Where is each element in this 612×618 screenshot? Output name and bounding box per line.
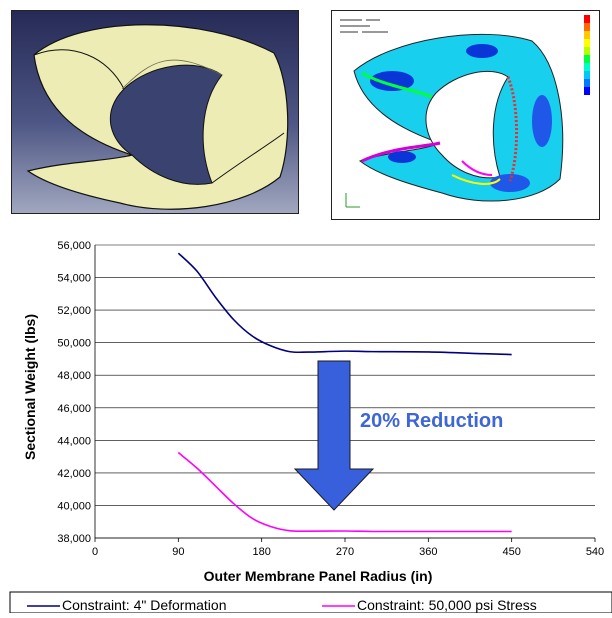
series-line-stress <box>177 451 512 533</box>
x-tick-label: 540 <box>586 546 604 558</box>
sectional-weight-chart: 38,000 40,000 42,000 44,000 46,000 48,000 50,0… <box>0 232 612 614</box>
fea-color-legend-icon <box>584 15 590 95</box>
y-tick-label: 56,000 <box>57 240 91 252</box>
fea-stress-contour-image <box>331 10 600 220</box>
x-tick-label: 450 <box>502 546 520 558</box>
x-tick-label: 360 <box>419 546 437 558</box>
y-axis-label: Sectional Weight (lbs) <box>22 314 38 460</box>
legend-label-deformation: Constraint: 4" Deformation <box>62 597 227 613</box>
legend-label-stress: Constraint: 50,000 psi Stress <box>357 597 537 613</box>
x-tick-label: 270 <box>336 546 354 558</box>
cad-surface-image <box>11 10 299 214</box>
reduction-arrow-shape <box>293 360 375 511</box>
fea-contour-drawing <box>340 15 590 208</box>
reduction-annotation: 20% Reduction <box>360 410 503 432</box>
x-tick-labels: 0 90 180 270 360 450 540 <box>92 546 604 558</box>
y-tick-label: 46,000 <box>57 403 91 415</box>
y-tick-label: 50,000 <box>57 338 91 350</box>
y-tick-label: 42,000 <box>57 468 91 480</box>
plot-frame <box>94 245 596 542</box>
reduction-arrow <box>293 360 375 511</box>
fea-axis-triad-icon <box>345 193 360 208</box>
x-axis-label: Outer Membrane Panel Radius (in) <box>204 568 433 584</box>
fea-header-text-icon <box>340 19 388 33</box>
y-tick-label: 48,000 <box>57 370 91 382</box>
y-tick-label: 54,000 <box>57 273 91 285</box>
legend: Constraint: 4" Deformation Constraint: 5… <box>9 591 612 614</box>
series-line-deformation <box>177 252 512 356</box>
cad-surface-drawing <box>26 24 289 210</box>
y-tick-label: 40,000 <box>57 500 91 512</box>
y-tick-labels: 38,000 40,000 42,000 44,000 46,000 48,000 50,0… <box>57 240 91 545</box>
series-lines <box>177 252 512 533</box>
x-tick-label: 90 <box>172 546 184 558</box>
y-tick-label: 52,000 <box>57 305 91 317</box>
chart-canvas: 38,000 40,000 42,000 44,000 46,000 48,000 50,0… <box>9 240 612 614</box>
x-tick-label: 0 <box>92 546 98 558</box>
y-tick-label: 38,000 <box>57 533 91 545</box>
y-tick-label: 44,000 <box>57 435 91 447</box>
x-tick-label: 180 <box>252 546 270 558</box>
